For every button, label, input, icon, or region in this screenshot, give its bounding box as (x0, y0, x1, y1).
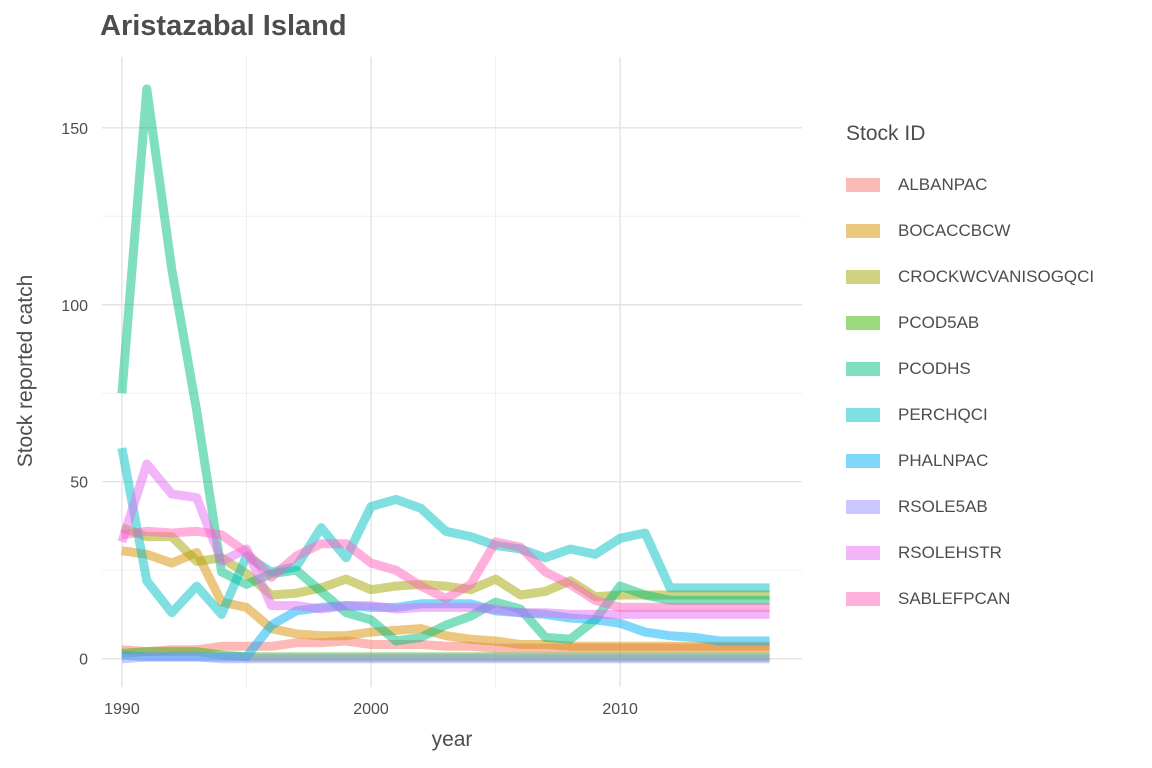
legend-swatch (846, 546, 880, 560)
legend-item-pcodhs: PCODHS (846, 346, 1146, 392)
legend-swatch (846, 270, 880, 284)
legend-swatch (846, 408, 880, 422)
legend-item-pcod5ab: PCOD5AB (846, 300, 1146, 346)
y-axis-title: Stock reported catch (14, 275, 37, 468)
legend-swatch (846, 224, 880, 238)
legend-label: PERCHQCI (898, 405, 988, 424)
legend-title: Stock ID (846, 122, 926, 145)
legend-item-bocaccbcw: BOCACCBCW (846, 208, 1146, 254)
legend-item-phalnpac: PHALNPAC (846, 438, 1146, 484)
legend-label: RSOLE5AB (898, 497, 988, 516)
legend-item-rsole5ab: RSOLE5AB (846, 484, 1146, 530)
legend-swatch (846, 316, 880, 330)
series-line-rsole5ab (121, 652, 770, 664)
legend-label: SABLEFPCAN (898, 589, 1011, 608)
legend-swatch (846, 178, 880, 192)
x-axis-title: year (432, 728, 473, 751)
x-tick-label: 2010 (602, 701, 638, 718)
legend: Stock ID ALBANPAC BOCACCBCW CROCKWCVANISOG… (846, 122, 1146, 622)
legend-item-albanpac: ALBANPAC (846, 162, 1146, 208)
legend-items: ALBANPAC BOCACCBCW CROCKWCVANISOGQCI PCOD5A… (846, 162, 1146, 622)
chart-title: Aristazabal Island (100, 10, 347, 42)
legend-label: ALBANPAC (898, 175, 988, 194)
series-line-rsolehstr (117, 459, 770, 619)
legend-label: PHALNPAC (898, 451, 989, 470)
y-tick-label: 0 (79, 652, 88, 669)
legend-item-perchqci: PERCHQCI (846, 392, 1146, 438)
legend-label: BOCACCBCW (898, 221, 1011, 240)
legend-item-sablefpcan: SABLEFPCAN (846, 576, 1146, 622)
x-tick-label: 1990 (104, 701, 140, 718)
legend-swatch (846, 592, 880, 606)
y-tick-label: 50 (70, 475, 88, 492)
legend-label: RSOLEHSTR (898, 543, 1002, 562)
series-line-sablefpcan (121, 526, 770, 612)
legend-swatch (846, 454, 880, 468)
legend-swatch (846, 362, 880, 376)
legend-swatch (846, 500, 880, 514)
series-line-perchqci (117, 447, 770, 619)
legend-item-rsolehstr: RSOLEHSTR (846, 530, 1146, 576)
series-lines (117, 84, 770, 664)
legend-label: PCODHS (898, 359, 971, 378)
y-axis-ticks: 0 50 100 150 (61, 121, 88, 669)
legend-item-crockwcvanisogqci: CROCKWCVANISOGQCI (846, 254, 1146, 300)
y-tick-label: 150 (61, 121, 88, 138)
x-tick-label: 2000 (353, 701, 389, 718)
legend-label: PCOD5AB (898, 313, 980, 332)
series-line-pcodhs (117, 84, 770, 646)
x-axis-ticks: 1990 2000 2010 (104, 701, 638, 718)
y-tick-label: 100 (61, 298, 88, 315)
legend-label: CROCKWCVANISOGQCI (898, 267, 1095, 286)
